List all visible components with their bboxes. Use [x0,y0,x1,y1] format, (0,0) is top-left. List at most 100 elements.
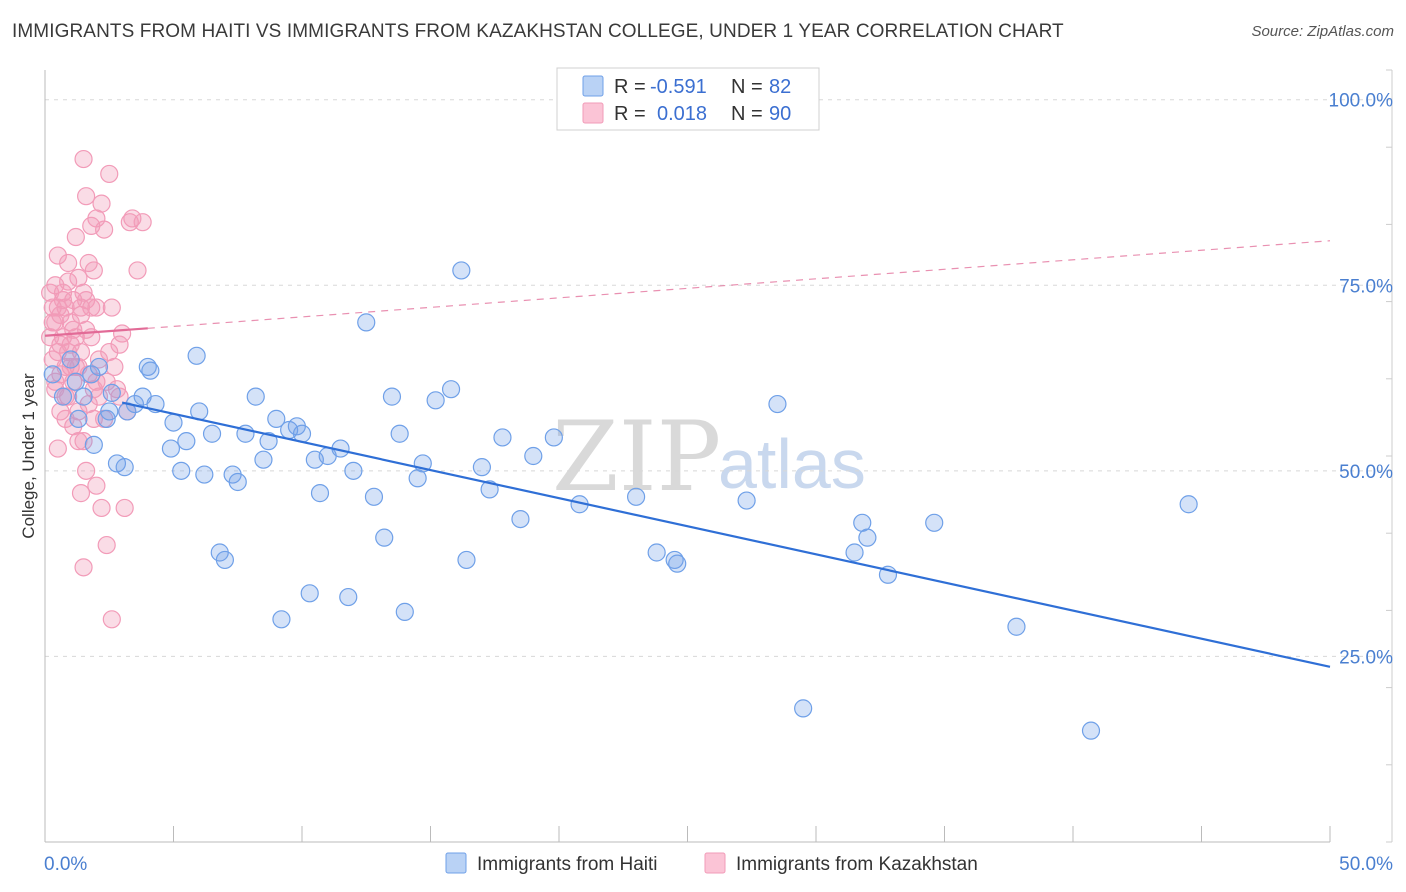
haiti-point [102,383,121,403]
haiti-point [215,550,234,570]
kazakhstan-point [97,372,116,391]
kazakhstan-point [102,298,121,317]
haiti-point [97,409,116,428]
haiti-point [1081,721,1101,740]
kazakhstan-point [48,246,67,265]
haiti-point [544,428,563,447]
kazakhstan-point [74,283,93,302]
kazakhstan-point [92,498,111,518]
kazakhstan-point [48,439,67,458]
haiti-point [1179,495,1198,514]
haiti-point [794,699,813,718]
haiti-point [395,602,414,621]
kazakhstan-point [74,432,93,451]
haiti-point [100,402,119,421]
kazakhstan-point [71,484,91,503]
haiti-point [267,409,286,428]
legend-swatch-haiti [582,75,604,97]
legend-swatch-kazakhstan [582,102,604,124]
kazakhstan-point [51,335,70,354]
haiti-point [1007,617,1026,636]
kazakhstan-point [110,335,129,354]
haiti-point [187,346,206,365]
kazakhstan-point [84,261,103,280]
kazakhstan-point [41,283,60,302]
haiti-point [344,461,363,480]
kazakhstan-point [59,342,78,362]
haiti-point [74,387,93,406]
haiti-point [858,528,877,547]
y-tick-label: 100.0% [1329,91,1394,112]
kazakhstan-trend-line-dashed [147,240,1331,329]
haiti-point [228,472,247,492]
trend-lines [44,240,1331,668]
haiti-point [457,550,476,570]
haiti-point [53,387,73,406]
x-tick-labels: 0.0% 50.0% [44,854,1393,875]
haiti-point [375,528,394,547]
haiti-point [737,491,756,510]
haiti-point [768,394,787,414]
legend-n-label-haiti: N = [731,76,763,98]
haiti-point [390,424,409,443]
haiti-point [524,446,543,466]
kazakhstan-point [89,350,109,369]
haiti-point [300,584,319,603]
series-legend-label-haiti: Immigrants from Haiti [477,854,658,875]
haiti-point [66,372,85,391]
kazakhstan-point [115,498,134,518]
chart-title: IMMIGRANTS FROM HAITI VS IMMIGRANTS FROM… [12,21,1064,42]
haiti-point [441,380,461,399]
haiti-point [668,554,687,573]
source-credit: Source: ZipAtlas.com [1251,23,1394,40]
haiti-point [364,487,384,506]
haiti-point [69,409,88,428]
haiti-point [310,484,330,503]
haiti-point [172,461,191,480]
haiti-point [925,513,944,532]
kazakhstan-point [61,335,80,354]
legend-r-value-kazakhstan: 0.018 [657,103,707,125]
legend-r-label-haiti: R = [614,76,646,98]
legend-r-value-haiti: -0.591 [650,76,707,98]
kazakhstan-point [123,209,142,228]
kazakhstan-point [43,298,62,317]
haiti-point [452,261,471,280]
correlation-legend: R = -0.591 N = 82 R = 0.018 N = 90 [556,67,820,131]
y-tick-labels: 25.0% 50.0% 75.0% 100.0% [1329,91,1394,669]
kazakhstan-point [66,227,85,247]
y-tick-label: 50.0% [1339,462,1393,483]
y-tick-label: 25.0% [1339,647,1393,668]
haiti-trend-line [121,401,1331,668]
kazakhstan-point [64,291,83,310]
kazakhstan-point [87,298,106,317]
haiti-point [141,361,160,380]
kazakhstan-point [46,380,65,399]
haiti-point [626,487,646,506]
kazakhstan-point [74,558,93,577]
haiti-point [472,458,491,477]
haiti-point [195,465,214,484]
grid-lines [45,99,1392,657]
haiti-point [177,432,196,451]
legend-n-value-kazakhstan: 90 [769,103,791,125]
axes [44,69,1393,843]
haiti-point [511,509,530,529]
series-legend-swatch-haiti [445,852,467,874]
legend-n-label-kazakhstan: N = [731,103,763,125]
haiti-point [845,543,864,562]
haiti-point [89,357,109,377]
series-legend: Immigrants from Haiti Immigrants from Ka… [445,852,978,875]
kazakhstan-point [74,149,93,169]
haiti-point [426,391,445,410]
kazakhstan-points [41,149,152,629]
x-tick-label: 0.0% [44,854,87,875]
kazakhstan-point [112,324,132,343]
kazakhstan-point [100,164,119,184]
haiti-point [272,610,291,629]
haiti-point [43,365,62,384]
watermark-zip: ZIP [552,401,721,513]
haiti-point [202,424,222,443]
kazakhstan-point [102,610,121,629]
y-tick-label: 75.0% [1339,276,1393,297]
